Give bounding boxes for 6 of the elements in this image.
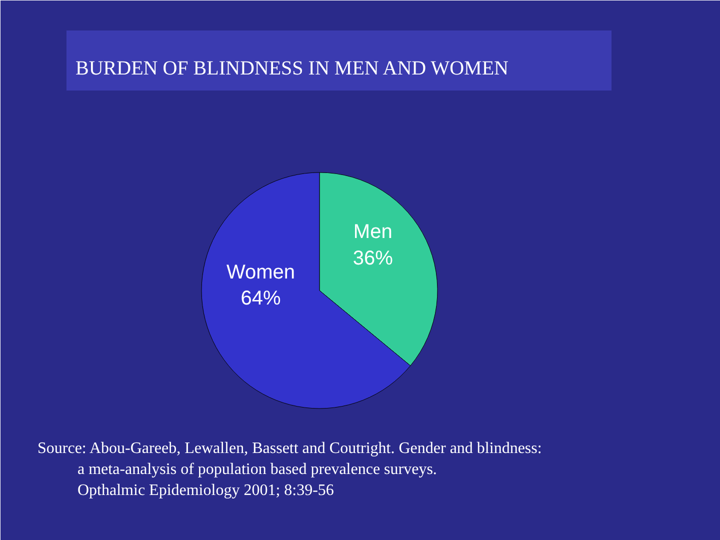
slice-label: Women (226, 261, 296, 284)
data-label: 36% (352, 247, 394, 270)
slice-label: Men (353, 221, 392, 244)
data-label: 64% (240, 288, 282, 310)
source-note: Source: Abou-Gareeb, Lewallen, Bassett and Coutright. Gender and blindness: a meta-analysis of population based prevalence surveys. Opthalmic Epidemiology 2001; 8:39-56 (38, 440, 542, 499)
chart-title: BURDEN OF BLINDNESS IN MEN AND WOMEN (76, 58, 508, 80)
